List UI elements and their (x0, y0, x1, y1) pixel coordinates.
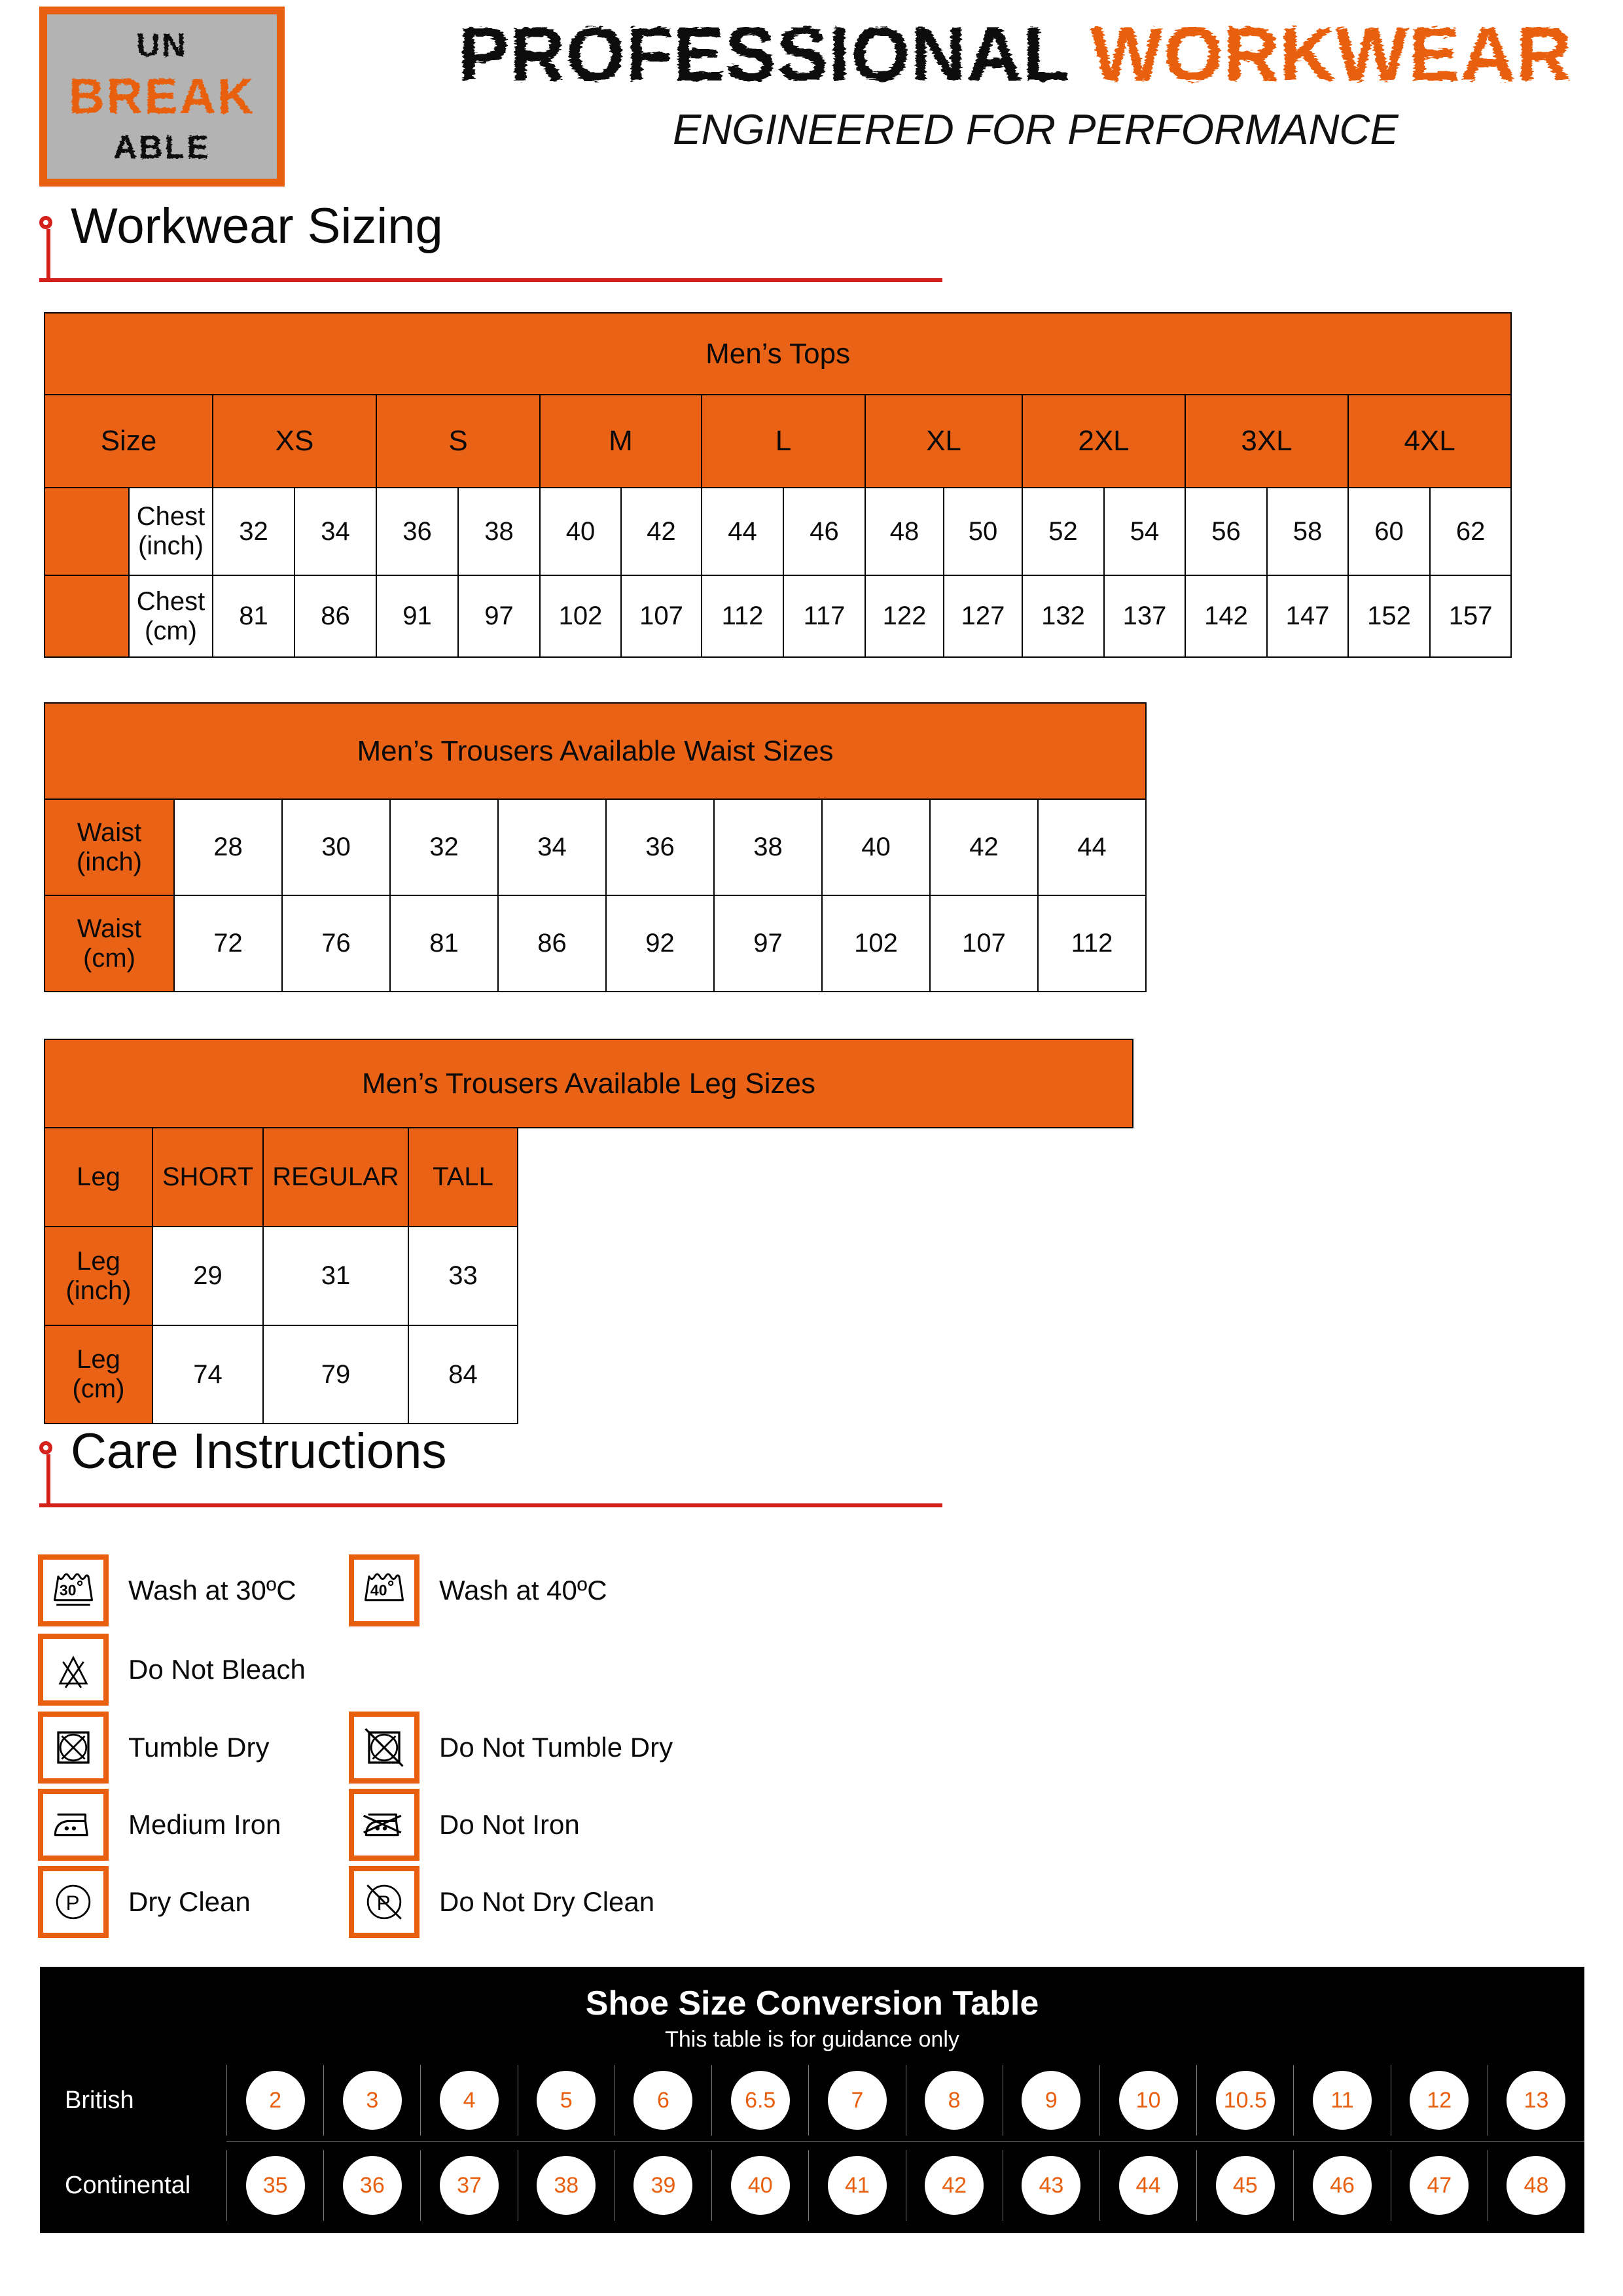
svg-text:30: 30 (60, 1581, 77, 1598)
svg-text:40: 40 (370, 1581, 387, 1598)
svg-text:P: P (66, 1892, 80, 1914)
svg-text:P: P (377, 1892, 391, 1914)
